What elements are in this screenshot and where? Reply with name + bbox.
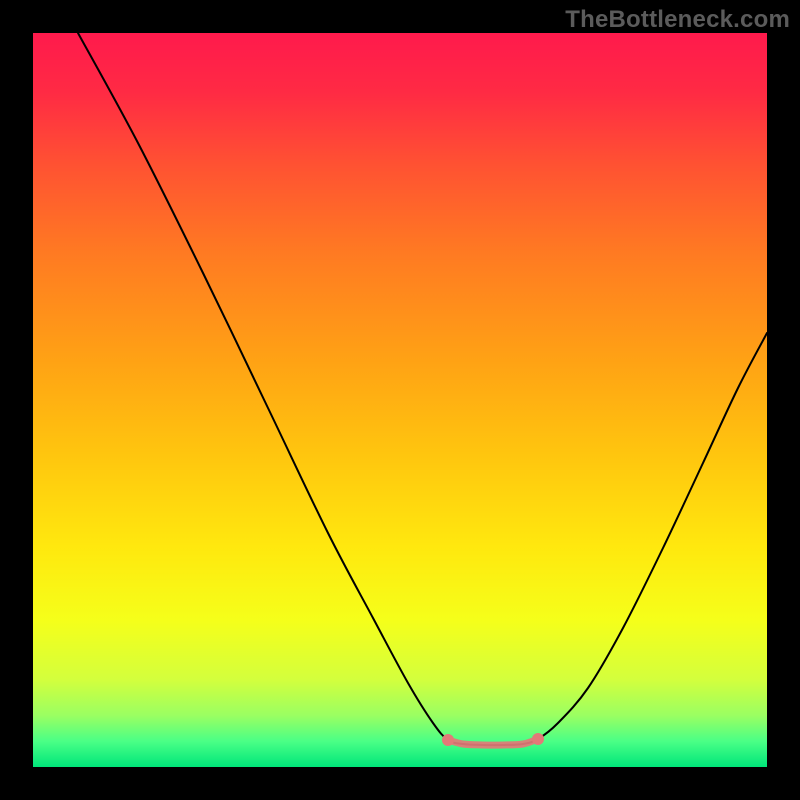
bottleneck-curve bbox=[78, 33, 767, 745]
bottleneck-flat-highlight bbox=[448, 739, 538, 745]
plot-area bbox=[33, 33, 767, 767]
right-flat-marker bbox=[532, 733, 544, 745]
chart-root: TheBottleneck.com bbox=[0, 0, 800, 800]
left-flat-marker bbox=[442, 734, 454, 746]
curve-layer bbox=[33, 33, 767, 767]
watermark-text: TheBottleneck.com bbox=[565, 6, 790, 34]
